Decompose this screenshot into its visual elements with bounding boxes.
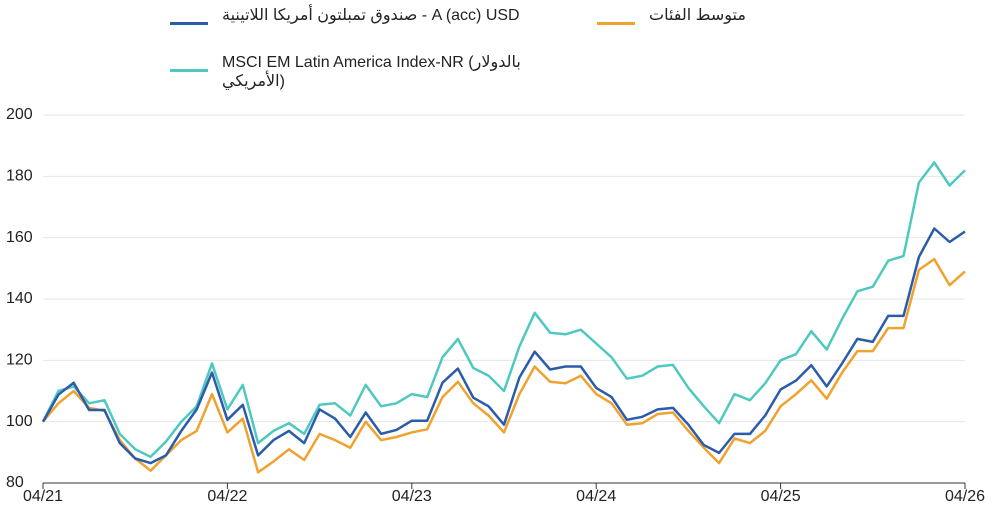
series-line [41,161,966,459]
legend-label: MSCI EM Latin America Index-NR (بالدولار… [222,54,521,90]
legend-swatch [170,69,208,72]
series-line [41,227,966,465]
legend-swatch [597,22,635,25]
y-tick-label: 160 [6,229,33,246]
x-tick-label: 04/23 [392,488,432,505]
x-tick-label: 04/26 [945,488,985,505]
y-tick-label: 140 [6,290,33,307]
y-tick-label: 100 [6,413,33,430]
legend-label: متوسط الفئات [649,7,746,24]
legend-entry: متوسط الفئات [597,6,999,25]
y-tick-label: 80 [6,474,24,491]
y-tick-label: 120 [6,352,33,369]
y-tick-label: 200 [6,106,33,123]
x-tick-label: 04/22 [207,488,247,505]
legend-label: صندوق تمبلتون أمريكا اللاتينية - A (acc)… [222,7,520,24]
x-tick-label: 04/24 [576,488,616,505]
x-tick-label: 04/21 [23,488,63,505]
legend-entry: صندوق تمبلتون أمريكا اللاتينية - A (acc)… [170,6,572,25]
y-tick-label: 180 [6,168,33,185]
series-line [42,257,966,474]
legend-swatch [170,22,208,25]
legend-entry: MSCI EM Latin America Index-NR (بالدولار… [170,53,572,91]
x-tick-label: 04/25 [761,488,801,505]
